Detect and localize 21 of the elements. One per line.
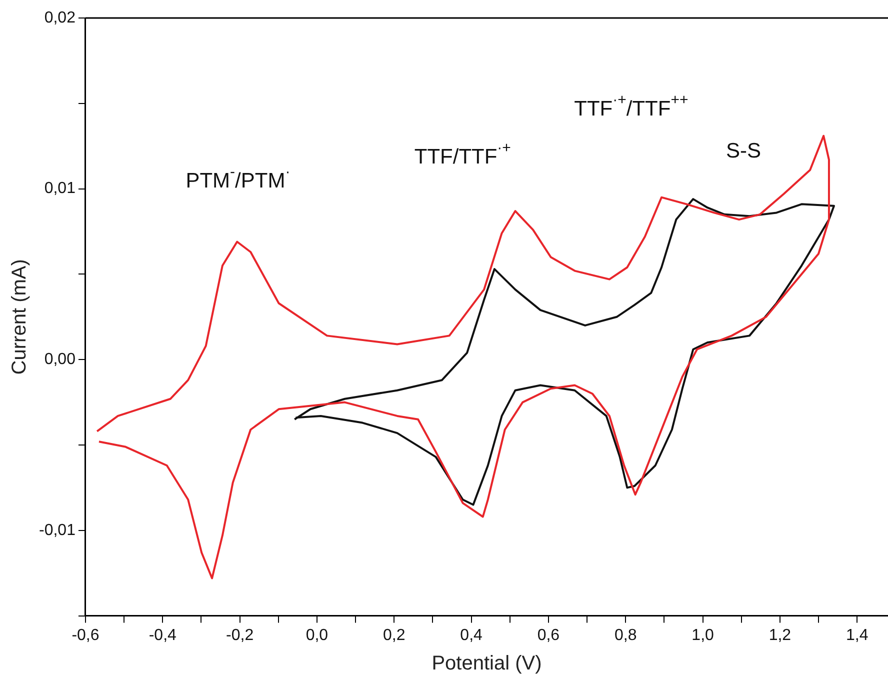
y-tick-label: 0,01 — [44, 180, 76, 198]
x-tick-label: 1,4 — [846, 626, 868, 644]
x-tick-label: -0,4 — [148, 626, 177, 644]
x-tick-label: 1,2 — [768, 626, 792, 644]
x-tick-label: 0,0 — [306, 626, 328, 644]
x-tick-label: -0,2 — [226, 626, 254, 644]
y-tick-label: 0,00 — [44, 351, 76, 368]
annotation: TTF/TTF·+ — [414, 139, 512, 168]
y-axis-title: Current (mA) — [8, 259, 31, 375]
x-axis-title: Potential (V) — [432, 652, 542, 675]
y-tick-label: -0,01 — [39, 522, 76, 539]
annotation: TTF·+/TTF++ — [574, 92, 688, 121]
x-tick-label: 1,0 — [692, 626, 714, 644]
annotation: S-S — [726, 140, 762, 163]
annotation: PTM-/PTM· — [186, 163, 290, 192]
x-tick-label: 0,2 — [383, 626, 406, 644]
x-tick-label: -0,6 — [72, 626, 100, 644]
x-tick-label: 0,4 — [460, 626, 483, 644]
y-tick-label: 0,02 — [44, 9, 76, 26]
x-tick-label: 0,8 — [614, 626, 637, 644]
x-tick-label: 0,6 — [537, 626, 560, 644]
